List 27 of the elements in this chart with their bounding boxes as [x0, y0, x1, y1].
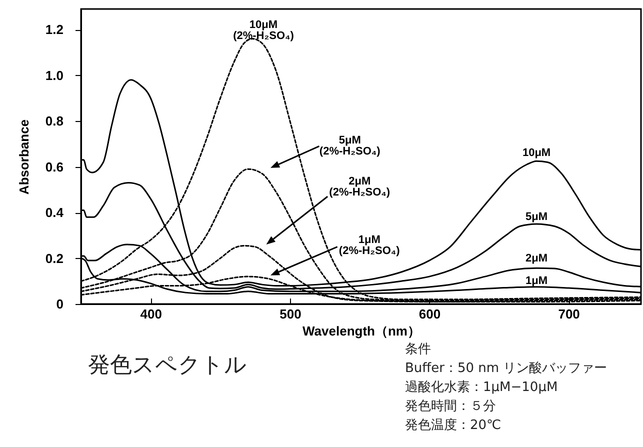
series-label: 1μM — [526, 275, 548, 288]
x-tick-label: 700 — [558, 306, 580, 322]
x-tick-label: 600 — [418, 306, 441, 322]
series-label: 2μM — [526, 252, 548, 264]
x-tick-label: 400 — [140, 306, 162, 322]
text: 1μM (2%-H₂SO₄) — [338, 234, 400, 257]
y-tick-label: 0.2 — [45, 250, 64, 266]
text: 過酸化水素：1μM−10μM — [405, 379, 559, 397]
text: 発色時間：５分 — [405, 398, 497, 416]
text: Buffer：50 nm リン酸バッファー — [405, 360, 608, 378]
y-tick-label: 0.8 — [45, 114, 64, 129]
text: 発色温度：20℃ — [405, 417, 502, 435]
y-tick-label: 1.2 — [45, 22, 64, 38]
y-tick-label: 1.0 — [45, 68, 64, 83]
series-label: 10μM — [522, 147, 551, 160]
y-tick-label: 0 — [56, 296, 64, 312]
y-tick-label: 0.4 — [45, 205, 64, 220]
text: 条件 — [405, 341, 432, 359]
x-axis-title: Wavelength（nm） — [302, 324, 420, 338]
y-axis-title: Absorbance — [16, 119, 32, 195]
text: 5μM (2%-H₂SO₄) — [319, 134, 381, 158]
x-tick-label: 500 — [280, 306, 302, 322]
y-tick-label: 0.6 — [45, 159, 64, 174]
text: 発色スペクトル — [88, 352, 247, 380]
series-label: 10μM (2%-H₂SO₄) — [233, 19, 294, 42]
text: 2μM (2%-H₂SO₄) — [329, 176, 390, 199]
series-label: 5μM — [526, 211, 548, 224]
